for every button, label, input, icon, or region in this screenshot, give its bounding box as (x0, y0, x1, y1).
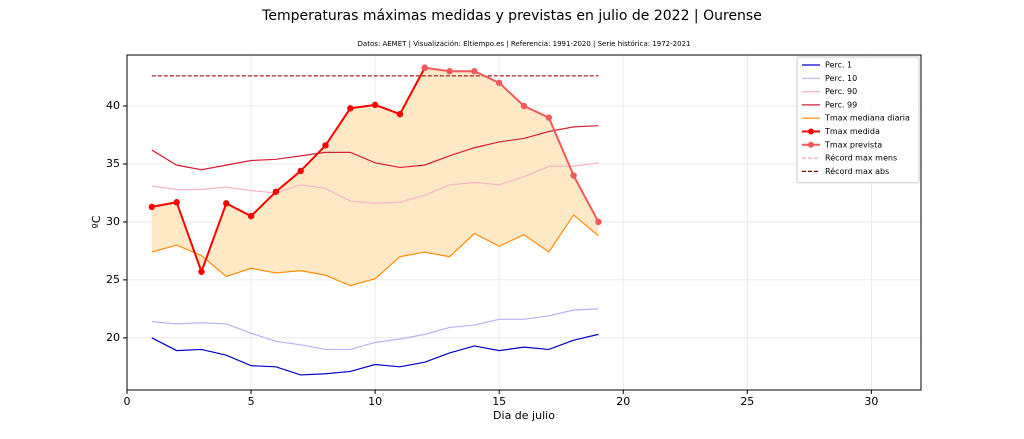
legend-label: Tmax medida (824, 127, 880, 136)
point (396, 110, 404, 118)
legend-box (796, 56, 920, 184)
x-tick-label: 5 (248, 395, 255, 408)
point (545, 114, 553, 121)
legend-label: Perc. 10 (825, 74, 857, 83)
legend: Perc. 1 Perc. 10 Perc. 90 Perc. 99 Tmax medi… (796, 56, 920, 184)
point (570, 172, 577, 179)
series-line (151, 308, 599, 351)
point (223, 200, 230, 207)
point (198, 268, 205, 275)
point (322, 142, 329, 149)
y-tick-label: 30 (106, 215, 120, 228)
point (495, 79, 503, 87)
legend-label: Tmax mediana diaria (824, 114, 910, 123)
x-tick-label: 10 (368, 395, 382, 408)
y-axis-label: ºC (90, 215, 103, 228)
chart-subtitle: Datos: AEMET | Visualización: Eltiempo.e… (358, 40, 691, 48)
point (173, 199, 180, 206)
legend-label: Perc. 90 (825, 87, 857, 96)
fill-area (151, 67, 599, 286)
legend-label: Récord max mens (825, 153, 897, 163)
point (595, 218, 602, 226)
y-tick-label: 25 (106, 273, 120, 286)
series-line (151, 214, 599, 287)
legend-label: Récord max abs (825, 166, 889, 176)
series-line (151, 162, 599, 204)
point (446, 68, 453, 75)
chart-title: Temperaturas máximas medidas y previstas… (261, 8, 762, 24)
y-tick-label: 35 (106, 157, 120, 170)
y-tick-label: 40 (106, 99, 120, 112)
legend-marker (808, 141, 814, 148)
series-line (151, 333, 599, 376)
legend-label: Perc. 1 (825, 61, 852, 70)
point (247, 212, 255, 220)
point (421, 64, 428, 71)
x-tick-label: 15 (492, 395, 506, 408)
y-tick-label: 20 (106, 331, 120, 344)
x-tick-label: 0 (124, 395, 131, 408)
point (297, 167, 304, 175)
point (520, 102, 528, 110)
point (148, 203, 156, 211)
x-axis-label: Dia de julio (493, 409, 555, 422)
point (371, 101, 379, 109)
series-line (151, 125, 599, 171)
point (471, 68, 478, 75)
plot-frame (126, 54, 922, 391)
series-line (424, 66, 600, 223)
x-tick-label: 20 (616, 395, 630, 408)
legend-marker (808, 128, 814, 135)
x-tick-label: 25 (740, 395, 754, 408)
point (347, 105, 354, 112)
point (272, 188, 280, 195)
series-line (151, 67, 426, 275)
x-tick-label: 30 (864, 395, 878, 408)
legend-label: Perc. 99 (825, 100, 857, 109)
legend-label: Tmax prevista (824, 140, 882, 149)
